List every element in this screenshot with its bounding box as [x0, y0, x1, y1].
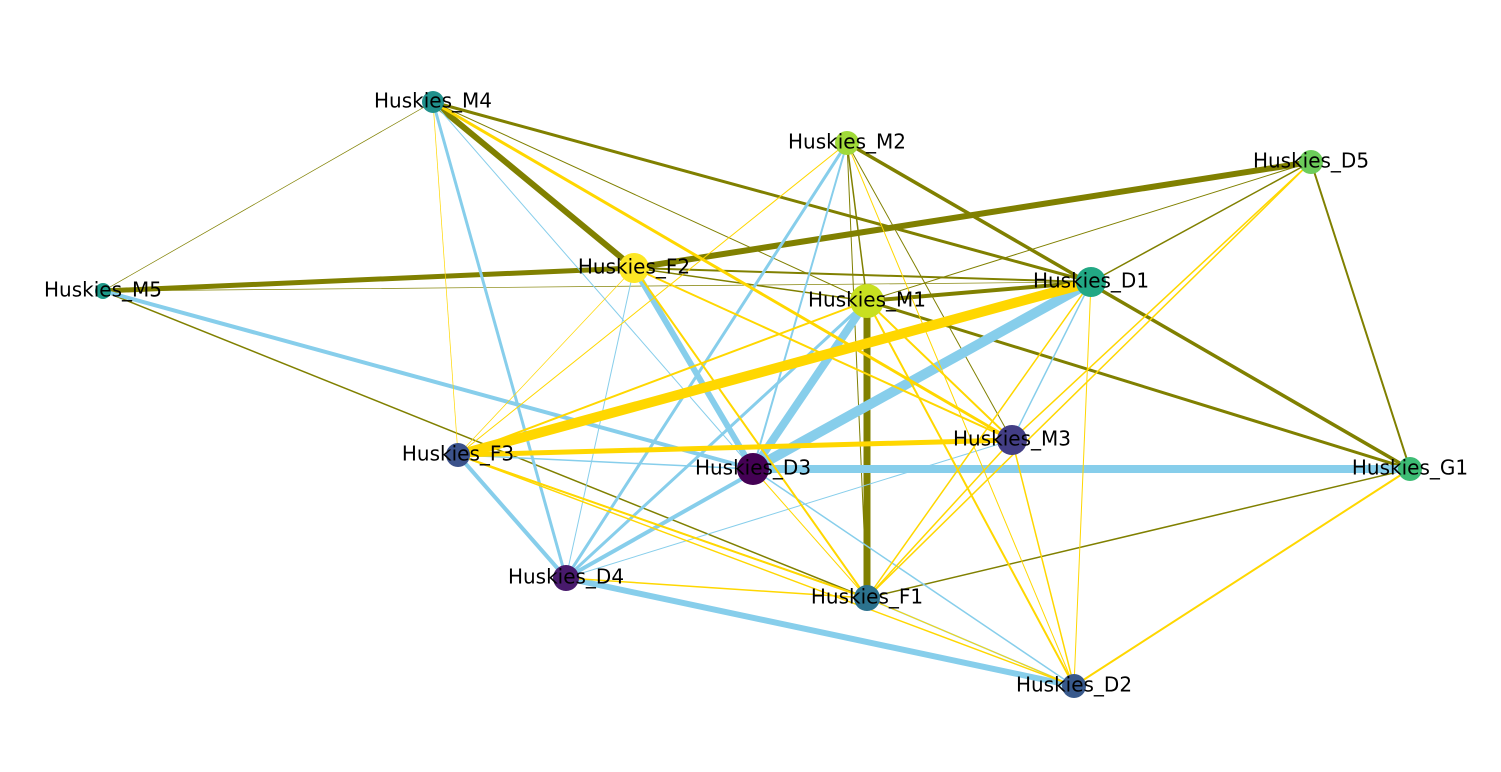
node — [1062, 674, 1086, 698]
edge — [431, 101, 568, 579]
edge — [102, 289, 754, 471]
edge — [866, 281, 1092, 599]
node-label: Huskies_M1 — [808, 288, 926, 312]
edge — [102, 101, 434, 292]
edge — [749, 298, 871, 472]
node — [835, 131, 859, 155]
node — [446, 443, 470, 467]
node — [850, 284, 884, 318]
edge — [565, 575, 1075, 689]
edge — [1011, 439, 1075, 687]
edge — [432, 100, 1092, 284]
edge — [565, 267, 635, 579]
edge — [752, 468, 868, 599]
edge — [457, 454, 868, 599]
edge — [1073, 468, 1411, 687]
edge — [633, 267, 868, 599]
edge — [866, 468, 1411, 599]
edge — [866, 300, 1075, 687]
node-label: Huskies_M3 — [953, 427, 1071, 451]
edge — [866, 161, 1312, 302]
edge — [631, 266, 756, 471]
node-label: Huskies_M2 — [788, 130, 906, 154]
node-label: Huskies_F3 — [402, 442, 514, 466]
edge — [866, 280, 1092, 303]
node — [619, 253, 649, 283]
edge — [432, 101, 459, 456]
nodes — [95, 91, 1422, 698]
node — [95, 283, 111, 299]
edge — [432, 101, 868, 302]
edge — [846, 141, 1411, 471]
edge — [432, 100, 1013, 442]
node-label: Huskies_D1 — [1033, 269, 1149, 293]
edge — [1011, 161, 1312, 441]
node-label: Huskies_D3 — [695, 456, 811, 480]
edge — [633, 267, 1013, 441]
edge — [457, 142, 848, 456]
edge — [866, 299, 1411, 471]
edge — [1073, 281, 1092, 687]
edges — [102, 99, 1411, 689]
edge — [752, 142, 848, 470]
node — [1076, 267, 1106, 297]
edge — [633, 267, 1092, 283]
labels: Huskies_M4 Huskies_M2 Huskies_D5 Huskies_M5… — [44, 89, 1468, 697]
node — [854, 585, 880, 611]
node-label: Huskies_D5 — [1253, 149, 1369, 173]
node-label: Huskies_F2 — [578, 255, 690, 279]
node-label: Huskies_M4 — [374, 89, 492, 113]
edge — [846, 142, 1075, 687]
edge — [866, 300, 1013, 441]
edge — [846, 142, 868, 302]
edge — [846, 142, 1013, 441]
edge — [102, 281, 1092, 292]
edge — [457, 437, 1013, 458]
edge — [1011, 281, 1092, 441]
node — [997, 425, 1027, 455]
edge — [565, 577, 868, 599]
edge — [456, 277, 1093, 460]
edge — [866, 597, 1075, 687]
edge — [866, 439, 1013, 599]
edge — [456, 453, 568, 580]
edge — [457, 454, 1075, 687]
edge — [457, 267, 635, 456]
node-label: Huskies_D4 — [508, 565, 624, 589]
edge — [1310, 161, 1411, 470]
edge — [457, 300, 868, 456]
node — [1398, 457, 1422, 481]
node — [737, 453, 769, 485]
edge — [633, 267, 868, 302]
node-label: Huskies_M5 — [44, 278, 162, 302]
node — [1299, 150, 1323, 174]
edge — [1090, 161, 1312, 283]
node — [553, 565, 579, 591]
edge — [431, 99, 636, 271]
edge — [457, 454, 754, 470]
node-label: Huskies_D2 — [1016, 673, 1132, 697]
edge — [866, 161, 1312, 599]
node — [422, 91, 444, 113]
edge — [102, 265, 635, 294]
edge — [752, 468, 1075, 687]
node-label: Huskies_F1 — [811, 585, 923, 609]
node-label: Huskies_G1 — [1352, 456, 1468, 480]
edge — [564, 299, 869, 580]
edge — [432, 101, 754, 470]
